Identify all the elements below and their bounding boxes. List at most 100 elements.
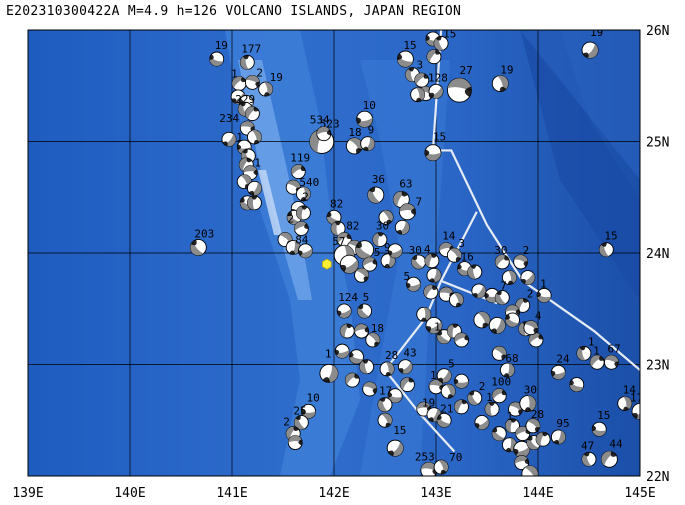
beachball-shadow-quadrant: [425, 34, 430, 41]
event-label: 24: [556, 352, 570, 365]
beachball-shadow-quadrant: [490, 328, 497, 334]
beachball-shadow-quadrant: [610, 451, 617, 457]
focal-mechanism: [535, 431, 551, 447]
beachball-shadow-quadrant: [253, 169, 258, 176]
beachball-shadow-quadrant: [513, 448, 519, 456]
beachball-compression-quadrant: [477, 311, 490, 327]
epicenter-marker: [322, 258, 332, 270]
focal-mechanism: 15: [598, 230, 618, 258]
event-label: 19: [590, 26, 603, 39]
focal-mechanism: [454, 332, 469, 348]
beachball-compression-quadrant: [337, 232, 351, 244]
beachball-shadow-quadrant: [569, 379, 574, 386]
event-label: 1: [231, 68, 238, 81]
beachball-shadow-quadrant: [385, 422, 391, 428]
beachball-shadow-quadrant: [298, 439, 303, 446]
event-label: 67: [607, 342, 620, 355]
beachball-compression-quadrant: [209, 56, 224, 66]
beachball-shadow-quadrant: [263, 92, 270, 97]
beachball-shadow-quadrant: [301, 408, 306, 415]
focal-mechanism: 24: [550, 352, 570, 380]
focal-mechanism: 67: [603, 342, 621, 370]
event-label: 14: [442, 230, 456, 243]
beachball-shadow-quadrant: [397, 53, 403, 60]
beachball-shadow-quadrant: [287, 210, 293, 217]
beachball-compression-quadrant: [372, 232, 382, 247]
beachball-compression-quadrant: [288, 435, 303, 443]
beachball-compression-quadrant: [431, 268, 441, 283]
focal-mechanism: [354, 267, 369, 283]
beachball-shadow-quadrant: [435, 36, 442, 41]
event-label: 19: [431, 19, 444, 32]
event-label: 47: [581, 439, 594, 452]
beachball-shadow-quadrant: [240, 197, 245, 203]
event-label: 21: [440, 402, 453, 415]
beachball-shadow-quadrant: [362, 146, 369, 151]
beachball-shadow-quadrant: [579, 346, 586, 351]
focal-mechanism: [244, 106, 260, 122]
beachball-shadow-quadrant: [632, 412, 638, 419]
focal-mechanism: 3: [446, 237, 465, 263]
focal-mechanism: 14: [617, 384, 636, 411]
x-tick-label: 145E: [624, 486, 655, 501]
event-label: 2: [256, 66, 263, 79]
focal-mechanism: 15: [424, 131, 446, 162]
focal-mechanism: [354, 323, 369, 339]
event-label: 9: [368, 124, 375, 137]
focal-mechanism: [473, 311, 491, 329]
beachball-shadow-quadrant: [295, 415, 301, 421]
beachball-shadow-quadrant: [300, 165, 306, 172]
beachball-compression-quadrant: [582, 452, 592, 467]
focal-mechanism: 30: [372, 220, 389, 248]
beachball-shadow-quadrant: [510, 418, 517, 423]
event-label: 1: [540, 277, 547, 290]
focal-mechanism: [423, 284, 439, 300]
focal-mechanism: 10: [356, 99, 376, 128]
beachball-compression-quadrant: [454, 332, 469, 343]
beachball-compression-quadrant: [505, 316, 519, 327]
event-label: 1: [254, 157, 261, 170]
event-label: 1: [588, 335, 595, 348]
focal-mechanism: 30: [494, 244, 510, 270]
beachball-compression-quadrant: [524, 320, 538, 332]
beachball-compression-quadrant: [485, 402, 493, 417]
focal-mechanism: 534: [310, 114, 332, 142]
focal-mechanism: 1: [576, 335, 595, 361]
y-axis-ticks: 26N 25N 24N 23N 22N: [646, 24, 669, 485]
event-label: 1: [434, 321, 441, 334]
focal-mechanism: 82: [336, 220, 359, 248]
beachball-compression-quadrant: [397, 56, 413, 67]
event-label: 203: [194, 227, 214, 240]
focal-mechanism: 100: [491, 376, 511, 404]
beachball-shadow-quadrant: [243, 55, 250, 60]
focal-mechanism: 16: [457, 251, 474, 277]
beachball-compression-quadrant: [247, 195, 255, 210]
beachball-shadow-quadrant: [435, 49, 441, 55]
beachball-shadow-quadrant: [396, 229, 402, 235]
beachball-compression-quadrant: [264, 82, 273, 96]
beachball-shadow-quadrant: [518, 409, 523, 415]
grid-lines: [28, 30, 640, 476]
event-label: 15: [597, 409, 610, 422]
beachball-shadow-quadrant: [524, 458, 529, 465]
y-tick-label: 23N: [646, 359, 669, 374]
event-label: 100: [491, 376, 511, 389]
beachball-shadow-quadrant: [251, 195, 258, 200]
beachball-compression-quadrant: [341, 259, 359, 274]
focal-mechanism: [515, 426, 531, 442]
beachball-shadow-quadrant: [401, 191, 408, 197]
event-label: 10: [307, 391, 320, 404]
beachball-shadow-quadrant: [454, 378, 459, 385]
focal-mechanism: 28: [379, 349, 398, 377]
beachball-shadow-quadrant: [524, 407, 532, 412]
ridge-crest-highlight: [258, 170, 282, 235]
focal-mechanism: [378, 209, 394, 225]
beachball-compression-quadrant: [514, 446, 530, 458]
beachball-shadow-quadrant: [398, 368, 404, 374]
event-label: 30: [376, 220, 389, 233]
event-label: 5: [448, 358, 455, 371]
x-tick-label: 140E: [114, 486, 145, 501]
focal-mechanism: [246, 195, 262, 211]
